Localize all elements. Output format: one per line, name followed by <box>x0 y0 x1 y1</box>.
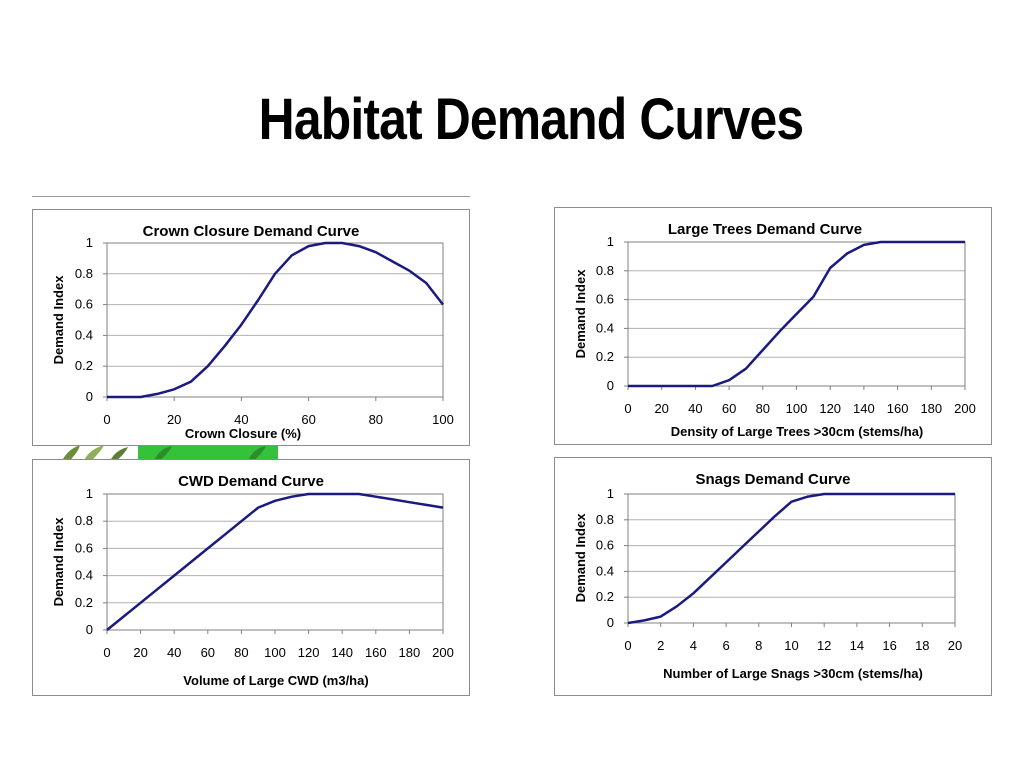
x-tick-label: 60 <box>301 412 315 427</box>
x-tick-label: 0 <box>624 638 631 653</box>
x-tick-label: 120 <box>298 645 320 660</box>
snags-chart-panel: Snags Demand Curve 0 0.2 0.4 0.6 0.8 1 0 2 4 6 8 10… <box>554 457 992 696</box>
chart-title: Crown Closure Demand Curve <box>143 223 360 240</box>
x-tick-label: 12 <box>817 638 831 653</box>
y-tick-label: 0.6 <box>596 292 614 307</box>
y-tick-label: 0 <box>607 378 614 393</box>
large-trees-chart: Large Trees Demand Curve 00.20.40.60.810… <box>573 221 976 439</box>
y-tick-label: 1 <box>86 235 93 250</box>
x-tick-label: 200 <box>432 645 454 660</box>
x-tick-label: 180 <box>399 645 421 660</box>
slide-title: Habitat Demand Curves <box>258 87 804 152</box>
y-tick-label: 0 <box>86 622 93 637</box>
x-tick-label: 20 <box>167 412 181 427</box>
x-tick-label: 80 <box>756 401 770 416</box>
x-axis-label: Crown Closure (%) <box>185 426 301 441</box>
x-axis-label: Number of Large Snags >30cm (stems/ha) <box>663 666 923 681</box>
x-tick-label: 100 <box>432 412 454 427</box>
x-tick-label: 40 <box>688 401 702 416</box>
x-tick-label: 160 <box>365 645 387 660</box>
cwd-chart-panel: CWD Demand Curve 0 0.2 0.4 0.6 0.8 1 0 20 40 60 80… <box>32 459 470 696</box>
x-tick-label: 14 <box>850 638 864 653</box>
x-tick-label: 60 <box>201 645 215 660</box>
x-tick-label: 40 <box>234 412 248 427</box>
x-tick-label: 180 <box>920 401 942 416</box>
y-tick-label: 0.2 <box>75 595 93 610</box>
x-tick-label: 8 <box>755 638 762 653</box>
y-axis-label: Demand Index <box>573 513 588 603</box>
x-tick-label: 0 <box>103 645 110 660</box>
y-tick-label: 0 <box>607 615 614 630</box>
foliage-decoration <box>62 445 278 461</box>
snags-plot-area: 00.20.40.60.810 2 4 6 8 10 12 14 16 18 20 <box>596 486 962 653</box>
plot-frame <box>106 493 444 631</box>
x-tick-label: 20 <box>948 638 962 653</box>
x-tick-label: 16 <box>882 638 896 653</box>
x-tick-label: 140 <box>331 645 353 660</box>
y-tick-label: 0.6 <box>75 297 93 312</box>
x-tick-label: 60 <box>722 401 736 416</box>
x-tick-label: 6 <box>722 638 729 653</box>
x-tick-label: 200 <box>954 401 976 416</box>
y-tick-label: 0.8 <box>75 513 93 528</box>
cwd-plot-area: 0 0.2 0.4 0.6 0.8 1 0 20 40 60 80 100 120 140 160 180 20… <box>75 486 454 660</box>
plot-frame <box>627 493 956 624</box>
series-line <box>628 240 965 388</box>
series-line <box>107 241 444 399</box>
y-tick-label: 0.4 <box>596 320 614 335</box>
y-tick-label: 1 <box>86 486 93 501</box>
x-tick-label: 4 <box>690 638 697 653</box>
x-tick-label: 2 <box>657 638 664 653</box>
series-line <box>106 492 444 631</box>
x-tick-label: 120 <box>819 401 841 416</box>
x-tick-label: 40 <box>167 645 181 660</box>
y-tick-label: 0.8 <box>596 263 614 278</box>
y-axis-label: Demand Index <box>573 269 588 359</box>
chart-title: Large Trees Demand Curve <box>668 221 862 238</box>
cwd-chart: CWD Demand Curve 0 0.2 0.4 0.6 0.8 1 0 20 40 60 80… <box>51 473 454 688</box>
y-tick-label: 0.6 <box>75 540 93 555</box>
y-tick-label: 0.8 <box>596 512 614 527</box>
y-axis-label: Demand Index <box>51 275 66 365</box>
x-tick-label: 0 <box>624 401 631 416</box>
y-tick-label: 1 <box>607 234 614 249</box>
x-tick-label: 100 <box>264 645 286 660</box>
crown-closure-chart: Crown Closure Demand Curve 0 0.2 0.4 0.6 0.8… <box>51 223 454 441</box>
y-tick-label: 0.6 <box>596 538 614 553</box>
x-tick-label: 80 <box>234 645 248 660</box>
y-tick-label: 0.2 <box>596 349 614 364</box>
chart-title: Snags Demand Curve <box>695 471 850 488</box>
x-tick-label: 160 <box>887 401 909 416</box>
y-tick-label: 0.8 <box>75 266 93 281</box>
crown-closure-chart-panel: Crown Closure Demand Curve 0 0.2 0.4 0.6 0.8… <box>32 209 470 446</box>
y-tick-label: 0.4 <box>75 327 93 342</box>
x-tick-label: 100 <box>786 401 808 416</box>
y-tick-label: 0.4 <box>75 568 93 583</box>
chart-title: CWD Demand Curve <box>178 473 324 490</box>
crown-plot-area: 0 0.2 0.4 0.6 0.8 1 0 20 40 60 80 100 <box>75 235 454 427</box>
snags-chart: Snags Demand Curve 00.20.40.60.810 2 4 6 8 10… <box>573 471 962 681</box>
series-line <box>627 492 955 625</box>
plot-frame <box>106 242 444 398</box>
large-trees-chart-panel: Large Trees Demand Curve 0 0.2 0.4 0.6 0.8 1 0… <box>554 207 992 445</box>
x-axis-label: Density of Large Trees >30cm (stems/ha) <box>671 424 924 439</box>
title-divider <box>32 196 470 197</box>
y-tick-label: 0.4 <box>596 563 614 578</box>
x-tick-label: 0 <box>103 412 110 427</box>
y-tick-label: 1 <box>607 486 614 501</box>
trees-plot-area: 0 0.2 0.4 0.6 0.8 1 0 20 40 60 80 100 120 140 160 180 20… <box>596 234 976 416</box>
x-axis-label: Volume of Large CWD (m3/ha) <box>183 673 368 688</box>
y-tick-label: 0 <box>86 389 93 404</box>
x-tick-label: 20 <box>654 401 668 416</box>
x-tick-label: 10 <box>784 638 798 653</box>
y-axis-label: Demand Index <box>51 517 66 607</box>
x-tick-label: 80 <box>369 412 383 427</box>
x-tick-label: 140 <box>853 401 875 416</box>
x-tick-label: 18 <box>915 638 929 653</box>
x-tick-label: 20 <box>133 645 147 660</box>
y-tick-label: 0.2 <box>75 358 93 373</box>
y-tick-label: 0.2 <box>596 589 614 604</box>
